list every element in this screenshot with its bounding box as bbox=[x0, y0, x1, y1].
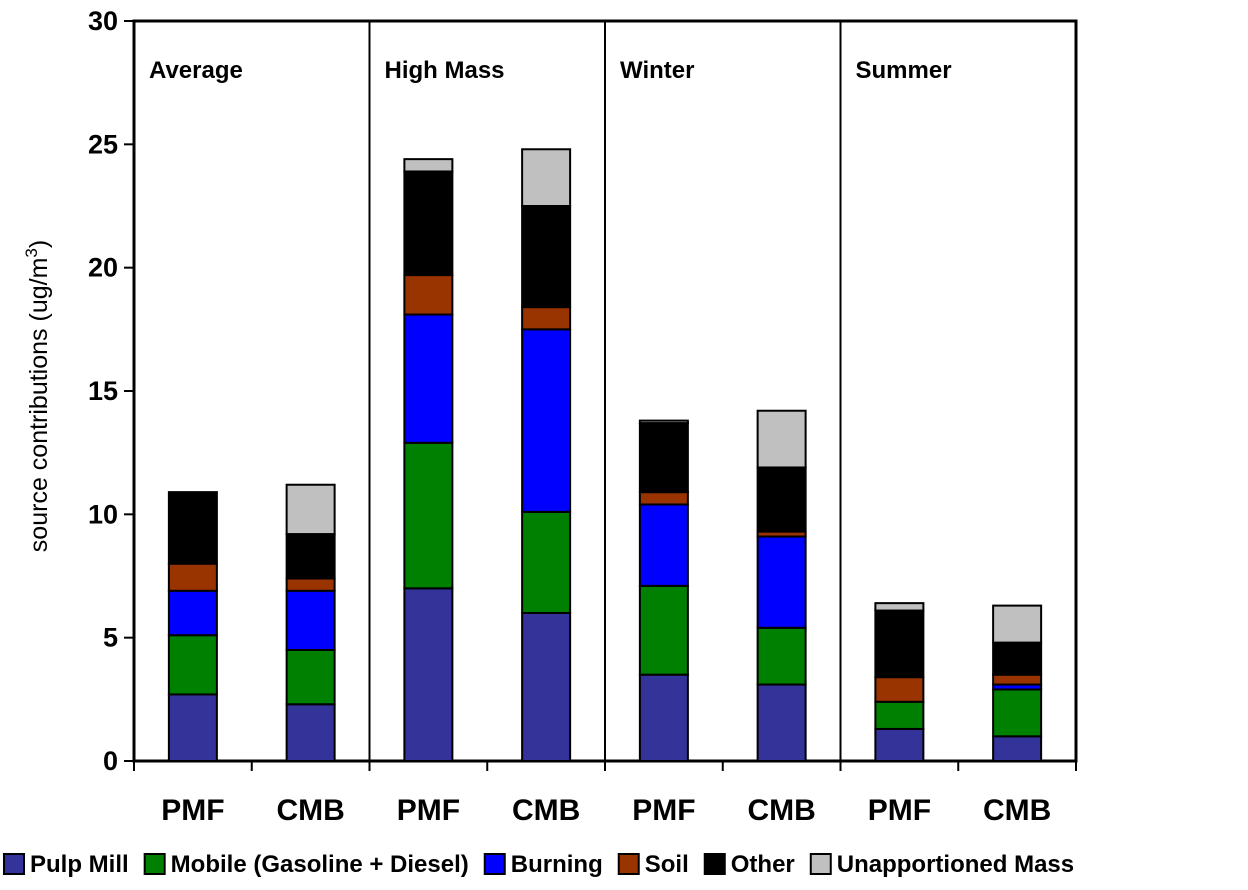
bar-segment bbox=[756, 683, 807, 762]
bar-segment bbox=[403, 170, 454, 277]
legend-swatch bbox=[3, 853, 25, 875]
legend-label: Mobile (Gasoline + Diesel) bbox=[171, 851, 469, 878]
bar-segment bbox=[167, 693, 218, 763]
bar-segment bbox=[756, 626, 807, 686]
bar-segment bbox=[285, 703, 336, 762]
bar-segment bbox=[992, 673, 1043, 686]
bar-segment bbox=[638, 503, 689, 587]
bar-segment bbox=[756, 535, 807, 629]
legend-swatch bbox=[809, 853, 832, 875]
bars bbox=[167, 148, 1043, 763]
legend: Pulp Mill Mobile (Gasoline + Diesel) Burni… bbox=[3, 851, 1074, 878]
bar-segment bbox=[285, 649, 336, 706]
bar-segment bbox=[756, 466, 807, 533]
x-category-label: CMB bbox=[747, 794, 815, 827]
bar-segment bbox=[521, 328, 572, 513]
y-tick-label: 10 bbox=[88, 499, 118, 529]
bar-segment bbox=[285, 483, 336, 536]
bar-segment bbox=[992, 688, 1043, 738]
bar-segment bbox=[638, 491, 689, 506]
bar-segment bbox=[874, 602, 925, 612]
bar-segment bbox=[992, 735, 1043, 762]
panel-label: Summer bbox=[856, 57, 952, 84]
panel-label: High Mass bbox=[385, 57, 505, 84]
bar-segment bbox=[403, 158, 454, 173]
x-category-label: PMF bbox=[397, 794, 460, 827]
bar-segment bbox=[167, 589, 218, 637]
x-category-label: CMB bbox=[276, 794, 344, 827]
legend-label: Burning bbox=[511, 851, 603, 878]
bar-segment bbox=[638, 422, 689, 494]
y-axis-label-main: source contributions (ug/m bbox=[25, 258, 53, 553]
bar-segment bbox=[521, 306, 572, 331]
y-axis-label: source contributions (ug/m3) bbox=[22, 240, 53, 552]
y-tick-label: 20 bbox=[88, 253, 118, 283]
bar-segment bbox=[992, 641, 1043, 676]
x-category-label: PMF bbox=[632, 794, 695, 827]
axes bbox=[124, 19, 1078, 771]
bar-segment bbox=[285, 577, 336, 592]
bar-segment bbox=[638, 584, 689, 676]
bar-segment bbox=[874, 727, 925, 763]
bar-segment bbox=[167, 562, 218, 592]
legend-label: Pulp Mill bbox=[30, 851, 129, 878]
bar-segment bbox=[521, 148, 572, 207]
bar-segment bbox=[521, 510, 572, 614]
x-category-label: CMB bbox=[983, 794, 1051, 827]
bar-segment bbox=[874, 700, 925, 730]
legend-swatch bbox=[483, 853, 506, 875]
bar-segment bbox=[992, 604, 1043, 644]
bar-segment bbox=[403, 274, 454, 316]
bar-segment bbox=[403, 441, 454, 590]
x-category-label: PMF bbox=[868, 794, 931, 827]
legend-swatch bbox=[703, 853, 726, 875]
bar-segment bbox=[167, 491, 218, 565]
bar-segment bbox=[638, 673, 689, 763]
bar-segment bbox=[167, 634, 218, 696]
panel-label: Average bbox=[149, 57, 243, 84]
x-category-label: CMB bbox=[512, 794, 580, 827]
y-tick-label: 5 bbox=[103, 623, 118, 653]
bar-segment bbox=[756, 409, 807, 469]
y-axis-label-suffix: ) bbox=[25, 240, 53, 248]
labels: 0 5 10 15 20 25 30 Average High Mass Winter Summer… bbox=[22, 6, 1051, 827]
legend-label: Unapportioned Mass bbox=[837, 851, 1074, 878]
y-tick-label: 30 bbox=[88, 6, 118, 36]
bar-segment bbox=[285, 533, 336, 580]
legend-label: Soil bbox=[645, 851, 689, 878]
y-tick-label: 15 bbox=[88, 376, 118, 406]
bar-segment bbox=[874, 609, 925, 679]
legend-swatch bbox=[617, 853, 640, 875]
bar-segment bbox=[403, 587, 454, 762]
legend-swatch bbox=[143, 853, 166, 875]
bar-segment bbox=[285, 589, 336, 651]
legend-label: Other bbox=[731, 851, 795, 878]
x-category-label: PMF bbox=[161, 794, 224, 827]
y-axis-label-superscript: 3 bbox=[22, 248, 41, 257]
y-tick-label: 25 bbox=[88, 129, 118, 159]
bar-segment bbox=[403, 313, 454, 444]
y-tick-label: 0 bbox=[103, 746, 118, 776]
panel-label: Winter bbox=[620, 57, 694, 84]
bar-segment bbox=[521, 612, 572, 762]
bar-segment bbox=[874, 676, 925, 703]
bar-segment bbox=[521, 205, 572, 309]
bar-segment bbox=[638, 419, 689, 425]
